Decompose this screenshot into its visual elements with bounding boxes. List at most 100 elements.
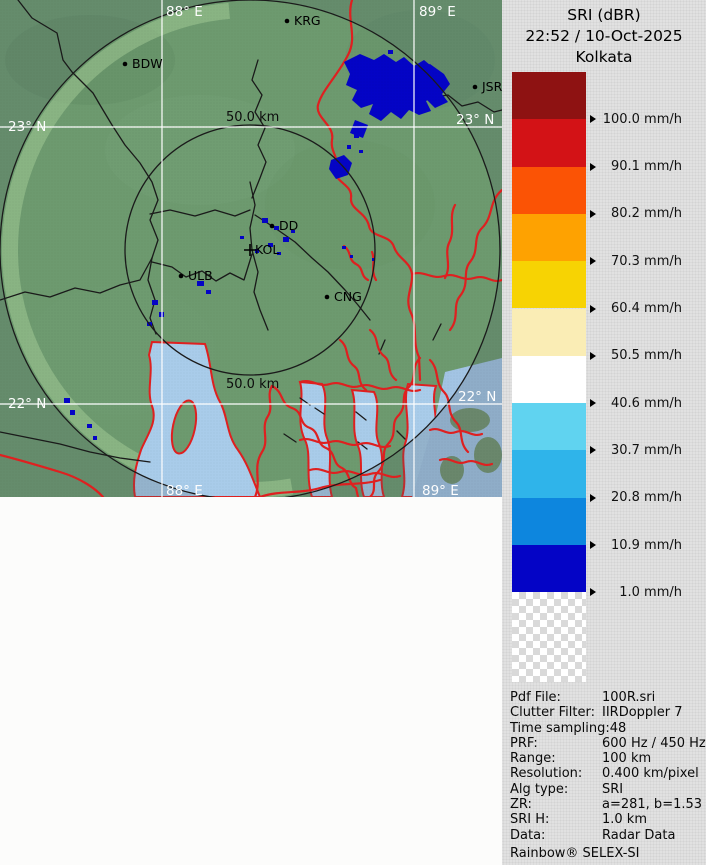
metadata-label: SRI H:	[510, 812, 550, 828]
metadata-label: Clutter Filter:	[510, 705, 595, 721]
product-header: SRI (dBR) 22:52 / 10-Oct-2025 Kolkata	[502, 5, 706, 68]
city-label: ULB	[188, 268, 213, 283]
legend-label: 20.8 mm/h	[590, 490, 682, 506]
metadata-row: Range: 100 km	[510, 751, 702, 766]
legend-swatch	[512, 261, 586, 309]
tick-arrow-icon	[590, 351, 596, 360]
metadata-value: 1.0 km	[602, 812, 647, 828]
metadata-value: 0.400 km/pixel	[602, 766, 699, 782]
metadata-value: 48	[609, 720, 627, 736]
rain-echo-speck	[93, 436, 97, 440]
range-ring-label: 50.0 km	[226, 377, 279, 392]
rain-echo-speck	[152, 300, 158, 305]
tick-arrow-icon	[590, 115, 596, 124]
range-ring-label: 50.0 km	[226, 110, 279, 125]
metadata-value: IIRDoppler 7	[602, 705, 683, 721]
metadata-value: 100R.sri	[602, 690, 656, 705]
metadata-label: ZR:	[510, 797, 532, 813]
graticule-label: 23° N	[8, 119, 46, 135]
software-credit: Rainbow® SELEX-SI	[510, 845, 640, 861]
legend-label: 90.1 mm/h	[590, 159, 682, 175]
legend-swatch	[512, 450, 586, 498]
city-marker-dot	[324, 294, 330, 300]
graticule-label: 22° N	[8, 396, 46, 412]
legend-swatch	[512, 213, 586, 262]
city-marker-dot	[472, 84, 478, 90]
metadata-value: 100 km	[602, 751, 652, 767]
tick-arrow-icon	[590, 493, 596, 502]
rain-echo-speck	[388, 50, 393, 54]
color-scale: 100.0 mm/h 90.1 mm/h 80.2 mm/h 70.3 mm/h 60.…	[512, 72, 692, 687]
metadata-value: SRI	[602, 781, 624, 797]
rain-echo-speck	[87, 424, 92, 428]
rain-echo-speck	[262, 218, 268, 223]
legend-panel: SRI (dBR) 22:52 / 10-Oct-2025 Kolkata 10…	[502, 0, 706, 865]
station-name: Kolkata	[575, 48, 633, 66]
city-marker-dot	[269, 223, 275, 229]
graticule-label: 23° N	[456, 112, 494, 128]
tick-arrow-icon	[590, 209, 596, 218]
legend-swatch	[512, 545, 586, 593]
legend-label: 100.0 mm/h	[590, 111, 682, 127]
rain-echo-speck	[206, 290, 211, 294]
metadata-value: Radar Data	[602, 827, 676, 843]
metadata-row: Time sampling: 48	[510, 721, 702, 736]
rain-echo-speck	[350, 255, 353, 258]
rain-echo-speck	[342, 246, 346, 249]
metadata-label: Data:	[510, 827, 546, 843]
metadata-label: Range:	[510, 751, 556, 767]
legend-swatch	[512, 72, 586, 120]
rain-echo-speck	[354, 134, 359, 138]
legend-label: 80.2 mm/h	[590, 206, 682, 222]
legend-swatch	[512, 355, 586, 404]
city-label: JSR	[481, 79, 502, 94]
city-label: BDW	[132, 56, 163, 71]
rain-echo-speck	[347, 145, 351, 149]
rain-echo-speck	[359, 150, 363, 153]
metadata-label: Alg type:	[510, 781, 569, 797]
transparent-swatch	[512, 592, 586, 682]
legend-label: 1.0 mm/h	[590, 584, 682, 600]
metadata-row: Alg type: SRI	[510, 782, 702, 797]
radar-map-svg: 88° E 89° E 23° N 23° N 22° N 22° N 88° E 89° E…	[0, 0, 502, 497]
metadata-value: 600 Hz / 450 Hz	[602, 735, 706, 751]
legend-swatch	[512, 308, 586, 356]
city-marker-dot	[178, 273, 184, 279]
metadata-label: Time sampling:	[510, 720, 610, 736]
metadata-row: Data: Radar Data	[510, 828, 702, 843]
legend-swatch	[512, 497, 586, 545]
city-label: DD	[279, 218, 298, 233]
city-marker-dot	[122, 61, 128, 67]
graticule-label: 89° E	[419, 4, 456, 20]
rain-echo-speck	[283, 237, 289, 242]
city-marker-dot	[284, 18, 290, 24]
graticule-label: 22° N	[458, 389, 496, 405]
product-datetime: 22:52 / 10-Oct-2025	[525, 27, 683, 45]
legend-label: 30.7 mm/h	[590, 442, 682, 458]
radar-map: 88° E 89° E 23° N 23° N 22° N 22° N 88° E 89° E…	[0, 0, 502, 497]
metadata-label: Pdf File:	[510, 690, 561, 705]
tick-arrow-icon	[590, 446, 596, 455]
metadata-row: Clutter Filter: IIRDoppler 7	[510, 705, 702, 720]
tick-arrow-icon	[590, 541, 596, 549]
legend-swatch	[512, 119, 586, 167]
product-name: SRI (dBR)	[567, 6, 641, 24]
graticule-label: 88° E	[166, 4, 203, 20]
tick-arrow-icon	[590, 399, 596, 408]
legend-label: 70.3 mm/h	[590, 253, 682, 269]
metadata-row: PRF: 600 Hz / 450 Hz	[510, 735, 706, 751]
legend-swatch	[512, 166, 586, 214]
legend-label: 10.9 mm/h	[590, 537, 682, 553]
tick-arrow-icon	[590, 588, 596, 597]
legend-label: 40.6 mm/h	[590, 395, 682, 411]
metadata-row: Pdf File: 100R.sri	[510, 690, 702, 705]
city-label: CNG	[334, 289, 362, 304]
city-label: KRG	[294, 13, 321, 28]
radar-site-label: KOL	[255, 242, 279, 257]
graticule-label: 88° E	[166, 483, 203, 497]
tick-arrow-icon	[590, 257, 596, 266]
legend-label: 60.4 mm/h	[590, 301, 682, 317]
tick-arrow-icon	[590, 304, 596, 313]
metadata-label: PRF:	[510, 735, 538, 751]
